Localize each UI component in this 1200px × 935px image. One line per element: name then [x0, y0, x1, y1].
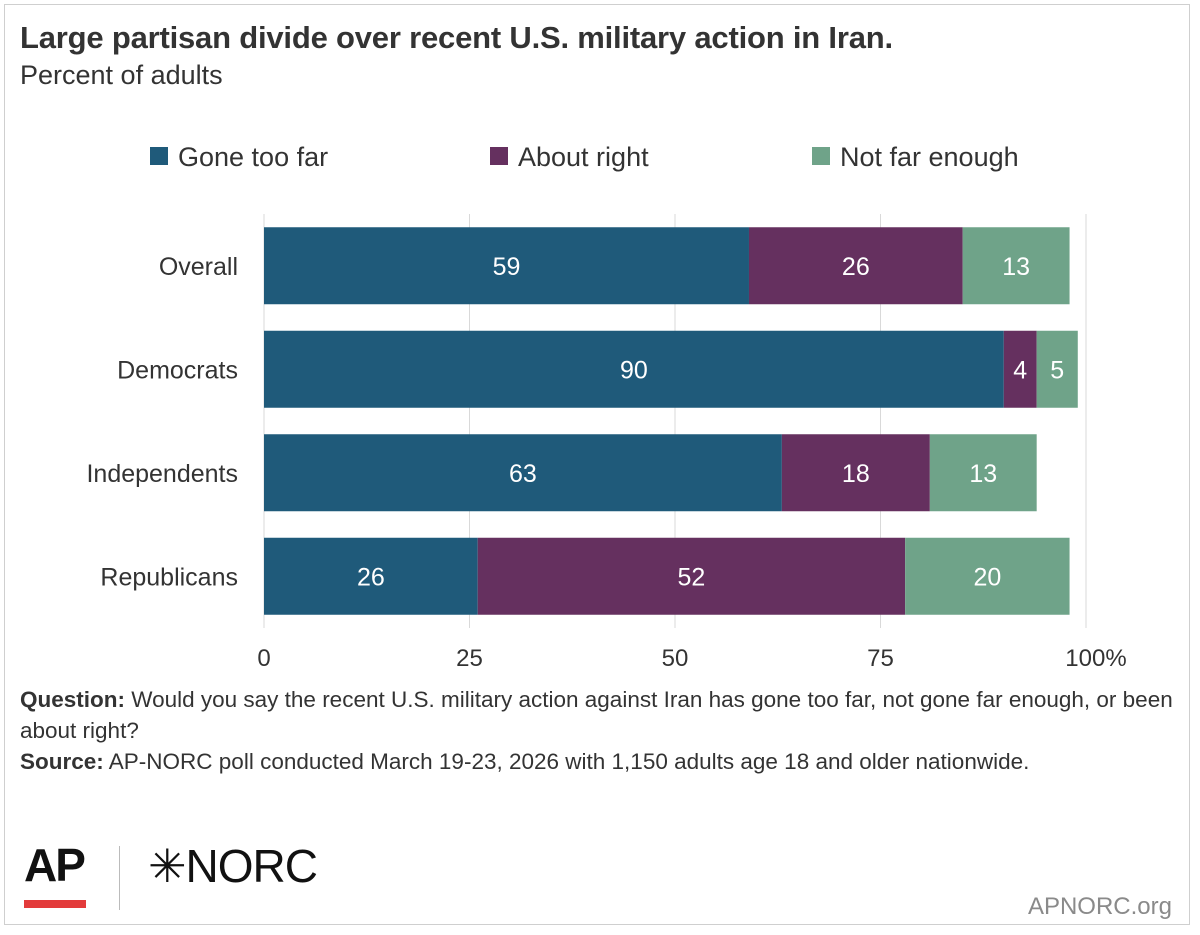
bar-2-2 — [929, 434, 1037, 512]
x-tick-label-2: 50 — [662, 645, 689, 672]
data-label-0-0: 59 — [493, 253, 521, 281]
bar-0-2 — [962, 227, 1070, 305]
question-label: Question: — [20, 687, 125, 712]
legend-swatch-1 — [490, 147, 508, 165]
legend-label-0: Gone too far — [178, 142, 328, 172]
category-label-2: Independents — [86, 460, 238, 488]
bar-0-0 — [264, 227, 749, 305]
data-label-0-2: 13 — [1002, 253, 1030, 281]
site-url: APNORC.org — [1027, 893, 1172, 920]
category-label-1: Democrats — [117, 356, 238, 384]
bar-1-2 — [1036, 330, 1078, 408]
legend-label-1: About right — [518, 142, 649, 172]
category-label-0: Overall — [159, 253, 238, 281]
chart-notes: Question: Would you say the recent U.S. … — [20, 684, 1180, 777]
data-label-1-0: 90 — [620, 356, 648, 384]
stacked-bar-chart: Gone too far About right Not far enough Ove… — [86, 142, 1126, 672]
data-label-2-0: 63 — [509, 460, 537, 488]
source-note: Source: AP-NORC poll conducted March 19-… — [20, 746, 1180, 777]
bar-1-1 — [1003, 330, 1037, 408]
data-label-3-1: 52 — [678, 563, 706, 591]
bar-2-0 — [264, 434, 782, 512]
chart-title: Large partisan divide over recent U.S. m… — [20, 20, 893, 55]
legend-swatch-2 — [812, 147, 830, 165]
x-tick-label-0: 0 — [257, 645, 270, 672]
data-label-0-1: 26 — [842, 253, 870, 281]
legend-swatch-0 — [150, 147, 168, 165]
category-label-3: Republicans — [100, 563, 238, 591]
footer-logos: AP ✳NORC — [24, 840, 364, 920]
x-tick-label-1: 25 — [456, 645, 483, 672]
x-tick-label-4: 100% — [1065, 645, 1126, 672]
norc-logo: ✳NORC — [148, 840, 318, 892]
data-label-3-0: 26 — [357, 563, 385, 591]
x-tick-label-3: 75 — [867, 645, 894, 672]
question-note: Question: Would you say the recent U.S. … — [20, 684, 1180, 746]
bar-0-1 — [748, 227, 963, 305]
data-label-1-2: 5 — [1050, 356, 1064, 384]
source-label: Source: — [20, 749, 104, 774]
data-label-3-2: 20 — [973, 563, 1001, 591]
chart-frame — [4, 4, 1190, 925]
question-text: Would you say the recent U.S. military a… — [20, 687, 1173, 743]
logo-divider — [119, 846, 120, 910]
data-label-2-2: 13 — [969, 460, 997, 488]
data-label-2-1: 18 — [842, 460, 870, 488]
bar-3-0 — [264, 537, 478, 615]
ap-logo-underline — [24, 900, 86, 908]
ap-logo: AP — [24, 839, 86, 891]
bar-2-1 — [781, 434, 930, 512]
source-text: AP-NORC poll conducted March 19-23, 2026… — [103, 749, 1030, 774]
bar-1-0 — [264, 330, 1004, 408]
bar-3-2 — [905, 537, 1070, 615]
chart-subtitle: Percent of adults — [20, 60, 223, 90]
legend-label-2: Not far enough — [840, 142, 1019, 172]
data-label-1-1: 4 — [1013, 356, 1027, 384]
bar-3-1 — [477, 537, 906, 615]
